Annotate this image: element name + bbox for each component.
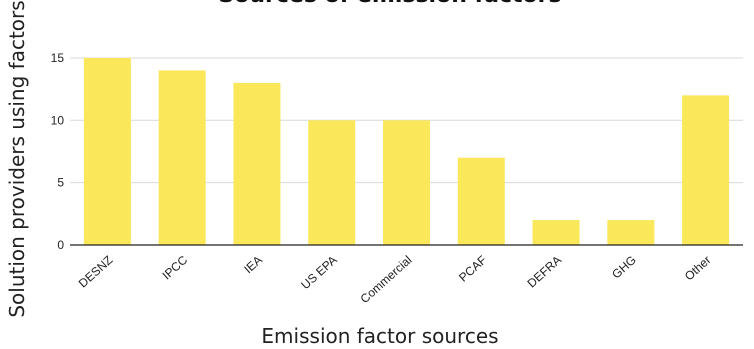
x-tick-label: IEA — [241, 253, 265, 276]
x-tick-label: DESNZ — [76, 253, 116, 291]
y-tick-labels: 0 5 10 15 — [51, 51, 65, 252]
x-tick-label: IPCC — [159, 253, 190, 283]
bar-defra — [532, 220, 580, 245]
x-tick-label: Commercial — [358, 253, 415, 306]
y-tick-label: 0 — [57, 238, 64, 252]
y-axis-title: Solution providers using factors — [5, 0, 29, 317]
y-tick-label: 5 — [57, 176, 64, 190]
bar-pcaf — [457, 157, 505, 245]
bar-ipcc — [158, 70, 206, 245]
bar-commercial — [383, 120, 430, 245]
bar-iea — [233, 82, 281, 245]
x-tick-label: PCAF — [456, 253, 489, 285]
x-tick-label: GHG — [609, 253, 639, 282]
x-tick-labels: DESNZ IPCC IEA US EPA Commercial PCAF DEFRA GHG… — [76, 253, 714, 306]
y-tick-label: 15 — [51, 51, 65, 65]
x-axis-title: Emission factor sources — [261, 324, 498, 348]
y-tick-label: 10 — [51, 113, 65, 127]
x-tick-label: Other — [682, 253, 714, 283]
bar-desnz — [83, 57, 131, 246]
bar-other — [682, 95, 730, 245]
bars — [83, 57, 730, 246]
chart-title: Sources of emission factors — [218, 0, 561, 8]
x-tick-label: DEFRA — [524, 253, 564, 291]
bar-ghg — [607, 220, 655, 245]
x-tick-label: US EPA — [298, 253, 339, 292]
bar-us-epa — [308, 120, 356, 245]
